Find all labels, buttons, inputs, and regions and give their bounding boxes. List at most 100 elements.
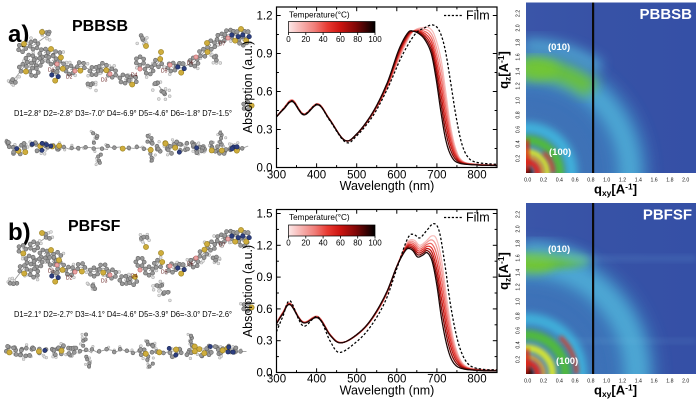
svg-text:1.5: 1.5 [257, 209, 273, 221]
svg-text:1.0: 1.0 [516, 97, 522, 104]
svg-text:D7: D7 [219, 243, 226, 249]
svg-text:D2: D2 [66, 75, 73, 81]
svg-text:D1=2.1° D2=-2.7° D3=-4.1° D: D1=2.1° D2=-2.7° D3=-4.1° D4=-4.6° D5=-3… [14, 310, 232, 319]
svg-text:2.0: 2.0 [516, 24, 522, 31]
svg-text:1.8: 1.8 [666, 178, 673, 184]
svg-text:2.2: 2.2 [516, 10, 522, 17]
svg-text:300: 300 [267, 170, 286, 182]
svg-text:D1: D1 [48, 269, 55, 275]
svg-text:0.6: 0.6 [257, 87, 273, 99]
svg-text:1.2: 1.2 [257, 11, 273, 23]
svg-text:PBBSB: PBBSB [639, 6, 692, 23]
svg-text:0.2: 0.2 [516, 356, 522, 363]
svg-text:60: 60 [336, 239, 345, 248]
svg-text:1.2: 1.2 [516, 82, 522, 89]
svg-text:0.8: 0.8 [587, 379, 594, 385]
svg-text:Wavelength (nm): Wavelength (nm) [340, 384, 435, 398]
svg-text:0.4: 0.4 [556, 178, 563, 184]
svg-text:b): b) [8, 219, 31, 246]
svg-text:1.6: 1.6 [516, 254, 522, 261]
svg-text:0.2: 0.2 [516, 155, 522, 162]
svg-text:D2: D2 [66, 276, 73, 282]
svg-text:D6: D6 [187, 61, 194, 67]
svg-text:1.8: 1.8 [516, 39, 522, 46]
svg-text:0.3: 0.3 [257, 336, 273, 348]
svg-text:0.2: 0.2 [540, 178, 547, 184]
svg-text:0: 0 [286, 239, 291, 248]
svg-text:D4: D4 [131, 73, 138, 79]
svg-text:1.4: 1.4 [635, 379, 642, 385]
svg-text:2.0: 2.0 [682, 379, 689, 385]
svg-text:500: 500 [347, 170, 366, 182]
svg-text:PBFSF: PBFSF [643, 207, 692, 224]
svg-text:1.0: 1.0 [603, 379, 610, 385]
svg-text:0.4: 0.4 [556, 379, 563, 385]
svg-text:1.8: 1.8 [516, 240, 522, 247]
svg-text:0.0: 0.0 [257, 368, 273, 380]
svg-text:0.0: 0.0 [524, 379, 531, 385]
svg-text:80: 80 [353, 239, 362, 248]
svg-text:Absorption (a.u.): Absorption (a.u.) [241, 41, 255, 133]
svg-text:0.8: 0.8 [587, 178, 594, 184]
svg-text:1.2: 1.2 [257, 240, 273, 252]
svg-text:0.4: 0.4 [516, 341, 522, 348]
svg-text:1.4: 1.4 [635, 178, 642, 184]
svg-text:(010): (010) [548, 244, 570, 255]
svg-text:400: 400 [307, 170, 326, 182]
svg-text:1.8: 1.8 [666, 379, 673, 385]
svg-text:0.8: 0.8 [516, 312, 522, 319]
svg-text:Temperature(°C): Temperature(°C) [289, 213, 350, 222]
svg-text:20: 20 [301, 35, 310, 44]
svg-text:D1=2.8° D2=-2.8° D3=-7.0° D: D1=2.8° D2=-2.8° D3=-7.0° D4=-6.9° D5=-4… [14, 109, 232, 118]
svg-text:0.9: 0.9 [257, 272, 273, 284]
svg-text:0.0: 0.0 [524, 178, 531, 184]
svg-text:Film: Film [466, 211, 490, 225]
svg-text:D5: D5 [161, 270, 168, 276]
svg-text:0.0: 0.0 [257, 163, 273, 175]
svg-text:1.6: 1.6 [650, 379, 657, 385]
svg-text:qxy[A-1]: qxy[A-1] [594, 182, 637, 199]
svg-text:Temperature(°C): Temperature(°C) [289, 11, 350, 20]
svg-text:100: 100 [368, 35, 382, 44]
svg-text:D3: D3 [101, 78, 108, 84]
svg-text:600: 600 [387, 374, 406, 386]
svg-text:1.2: 1.2 [619, 178, 626, 184]
svg-text:80: 80 [353, 35, 362, 44]
svg-text:qz[A-1]: qz[A-1] [496, 51, 513, 89]
svg-text:700: 700 [427, 374, 446, 386]
svg-text:0: 0 [286, 35, 291, 44]
svg-text:1.2: 1.2 [516, 283, 522, 290]
svg-text:Wavelength (nm): Wavelength (nm) [340, 179, 435, 193]
svg-text:0.3: 0.3 [257, 125, 273, 137]
svg-text:20: 20 [301, 239, 310, 248]
svg-text:2.2: 2.2 [516, 211, 522, 218]
svg-text:40: 40 [319, 239, 328, 248]
svg-text:0.6: 0.6 [257, 304, 273, 316]
svg-text:PBFSF: PBFSF [68, 218, 121, 235]
svg-text:0.8: 0.8 [516, 111, 522, 118]
svg-text:PBBSB: PBBSB [72, 18, 128, 35]
svg-text:0.2: 0.2 [540, 379, 547, 385]
svg-text:Film: Film [466, 9, 490, 23]
svg-text:1.2: 1.2 [619, 379, 626, 385]
svg-text:qxy[A-1]: qxy[A-1] [594, 383, 637, 400]
svg-text:qz[A-1]: qz[A-1] [496, 252, 513, 290]
svg-text:2.0: 2.0 [516, 225, 522, 232]
svg-text:D5: D5 [161, 69, 168, 75]
svg-text:0.6: 0.6 [571, 379, 578, 385]
svg-text:0.6: 0.6 [516, 327, 522, 334]
svg-text:1.4: 1.4 [516, 269, 522, 276]
svg-text:1.6: 1.6 [516, 53, 522, 60]
svg-text:60: 60 [336, 35, 345, 44]
svg-text:0.9: 0.9 [257, 49, 273, 61]
svg-text:D6: D6 [187, 262, 194, 268]
svg-text:D1: D1 [48, 68, 55, 74]
svg-text:0.6: 0.6 [516, 126, 522, 133]
svg-text:1.0: 1.0 [516, 298, 522, 305]
svg-text:40: 40 [319, 35, 328, 44]
svg-text:D3: D3 [101, 279, 108, 285]
svg-text:300: 300 [267, 374, 286, 386]
svg-text:D4: D4 [131, 274, 138, 280]
svg-text:500: 500 [347, 374, 366, 386]
svg-text:600: 600 [387, 170, 406, 182]
